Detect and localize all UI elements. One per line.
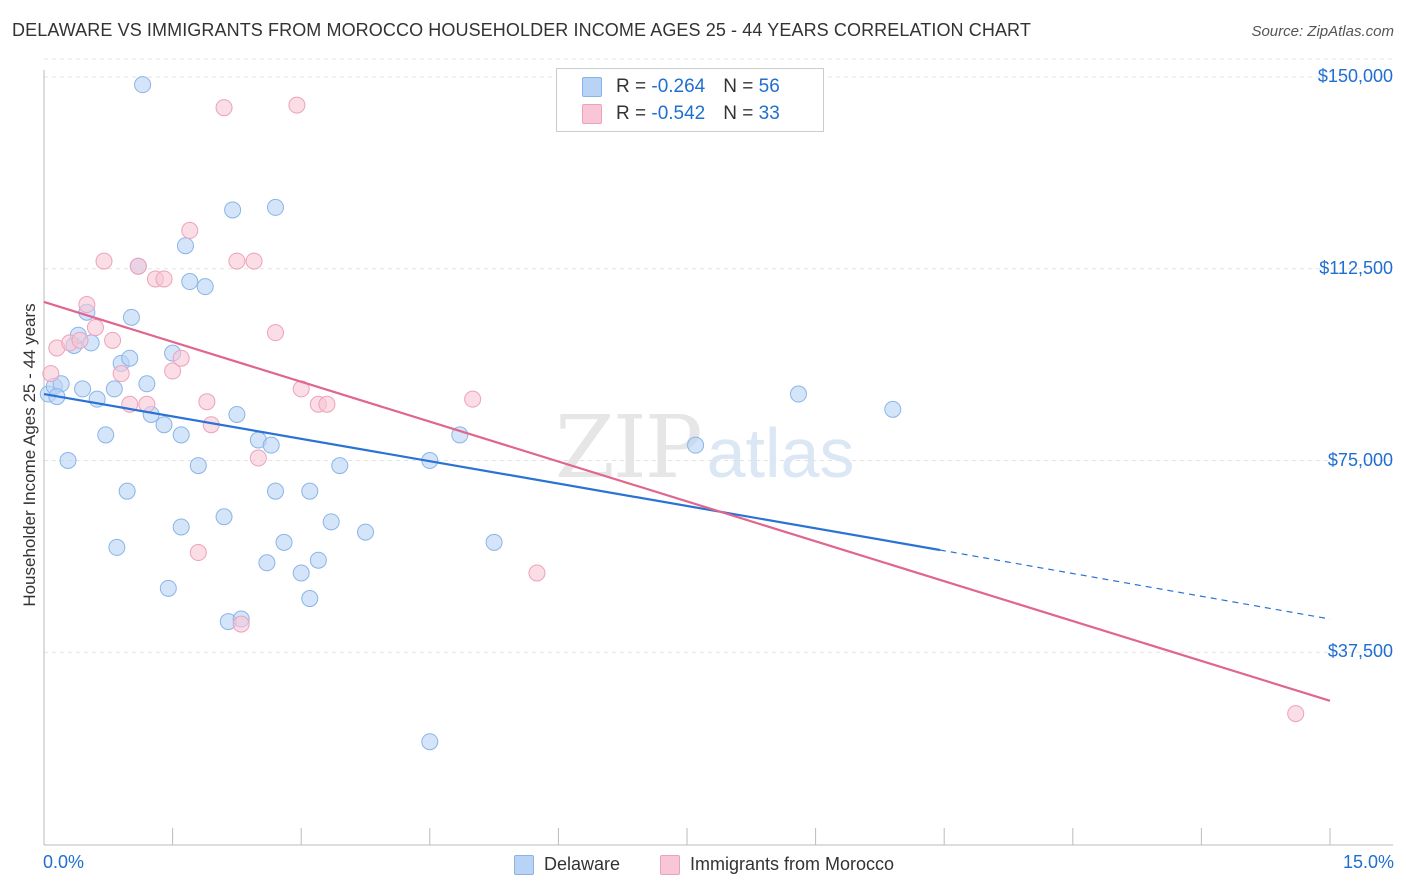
morocco-point: [172, 349, 190, 367]
delaware-point: [105, 380, 123, 398]
delaware-point: [159, 579, 177, 597]
x-tick-label-min: 0.0%: [43, 852, 85, 872]
morocco-point: [318, 395, 336, 413]
delaware-point: [228, 405, 246, 423]
delaware-point: [451, 426, 469, 444]
stats-row-morocco: R = -0.542 N = 33: [557, 101, 780, 127]
morocco-point: [245, 252, 263, 270]
morocco-point: [129, 257, 147, 275]
y-tick-label: $37,500: [1327, 641, 1393, 662]
stats-box: R = -0.264 N = 56 R = -0.542 N = 33: [556, 68, 824, 132]
delaware-trend-extension: [939, 549, 1331, 620]
morocco-point: [215, 99, 233, 117]
delaware-point: [196, 278, 214, 296]
morocco-point: [86, 319, 104, 337]
delaware-swatch: [582, 76, 602, 97]
morocco-point: [249, 449, 267, 467]
morocco-point: [155, 270, 173, 288]
delaware-point: [687, 436, 705, 454]
n-label: N =: [723, 76, 759, 97]
delaware-legend-swatch: [514, 855, 534, 876]
morocco-point: [228, 252, 246, 270]
delaware-point: [258, 554, 276, 572]
watermark-atlas: atlas: [706, 414, 855, 492]
n-label: N =: [723, 103, 759, 124]
y-axis-label: Householder Income Ages 25 - 44 years: [20, 303, 39, 607]
delaware-point: [172, 518, 190, 536]
delaware-point: [275, 533, 293, 551]
delaware-point: [155, 416, 173, 434]
delaware-point: [301, 590, 319, 608]
chart-title: DELAWARE VS IMMIGRANTS FROM MOROCCO HOUS…: [12, 20, 1031, 40]
legend-item-morocco[interactable]: Immigrants from Morocco: [660, 852, 894, 876]
y-tick-label: $150,000: [1317, 66, 1393, 86]
morocco-point: [1287, 705, 1305, 723]
r-label: R =: [616, 76, 652, 97]
delaware-point: [215, 508, 233, 526]
delaware-point: [189, 457, 207, 475]
r-value: -0.264: [651, 76, 706, 97]
morocco-point: [78, 296, 96, 314]
delaware-point: [172, 426, 190, 444]
delaware-point: [357, 523, 374, 541]
delaware-point: [322, 513, 340, 531]
delaware-point: [266, 198, 284, 216]
delaware-point: [301, 482, 319, 500]
x-tick-label-max: 15.0%: [1342, 852, 1394, 872]
delaware-point: [122, 308, 140, 326]
delaware-point: [176, 237, 194, 255]
delaware-point: [59, 452, 77, 469]
r-label: R =: [616, 103, 652, 124]
r-value: -0.542: [651, 103, 706, 124]
morocco-point: [232, 615, 250, 633]
delaware-trend-line: [43, 392, 941, 552]
morocco-point: [104, 331, 122, 349]
morocco-point: [95, 252, 113, 270]
delaware-point: [789, 385, 807, 403]
morocco-point: [266, 324, 284, 342]
morocco-point: [181, 221, 199, 239]
morocco-point: [464, 390, 482, 408]
morocco-swatch: [582, 103, 602, 124]
watermark-zip: ZIP: [555, 398, 703, 498]
delaware-point: [485, 533, 503, 551]
morocco-point: [189, 544, 207, 562]
y-tick-label: $75,000: [1327, 449, 1393, 470]
delaware-point: [74, 380, 92, 398]
morocco-legend-swatch: [660, 855, 680, 876]
morocco-point: [112, 365, 130, 383]
delaware-point: [884, 400, 902, 418]
legend-label: Immigrants from Morocco: [690, 854, 895, 874]
delaware-point: [421, 733, 439, 751]
delaware-point: [118, 482, 136, 500]
delaware-point: [292, 564, 310, 582]
delaware-point: [134, 76, 152, 94]
delaware-point: [138, 375, 156, 393]
delaware-point: [108, 538, 126, 556]
delaware-point: [331, 457, 349, 475]
morocco-point: [288, 96, 306, 114]
y-tick-label: $112,500: [1319, 257, 1393, 278]
n-value: 33: [758, 103, 780, 124]
morocco-trend-line: [43, 300, 1331, 702]
morocco-point: [528, 564, 546, 582]
watermark: ZIPatlas: [555, 398, 854, 498]
stats-row-delaware: R = -0.264 N = 56: [557, 74, 780, 100]
n-value: 56: [758, 76, 780, 97]
morocco-point: [198, 393, 216, 411]
delaware-point: [181, 273, 199, 291]
morocco-point: [71, 331, 89, 349]
legend-label: Delaware: [544, 854, 621, 874]
delaware-point: [97, 426, 115, 444]
delaware-point: [266, 482, 284, 500]
morocco-point: [42, 365, 60, 383]
source-credit: Source: ZipAtlas.com: [1251, 23, 1394, 40]
delaware-point: [309, 551, 327, 569]
morocco-point: [164, 362, 182, 380]
delaware-point: [262, 436, 280, 454]
delaware-point: [121, 349, 139, 367]
delaware-point: [224, 201, 242, 219]
legend-item-delaware[interactable]: Delaware: [514, 852, 620, 876]
